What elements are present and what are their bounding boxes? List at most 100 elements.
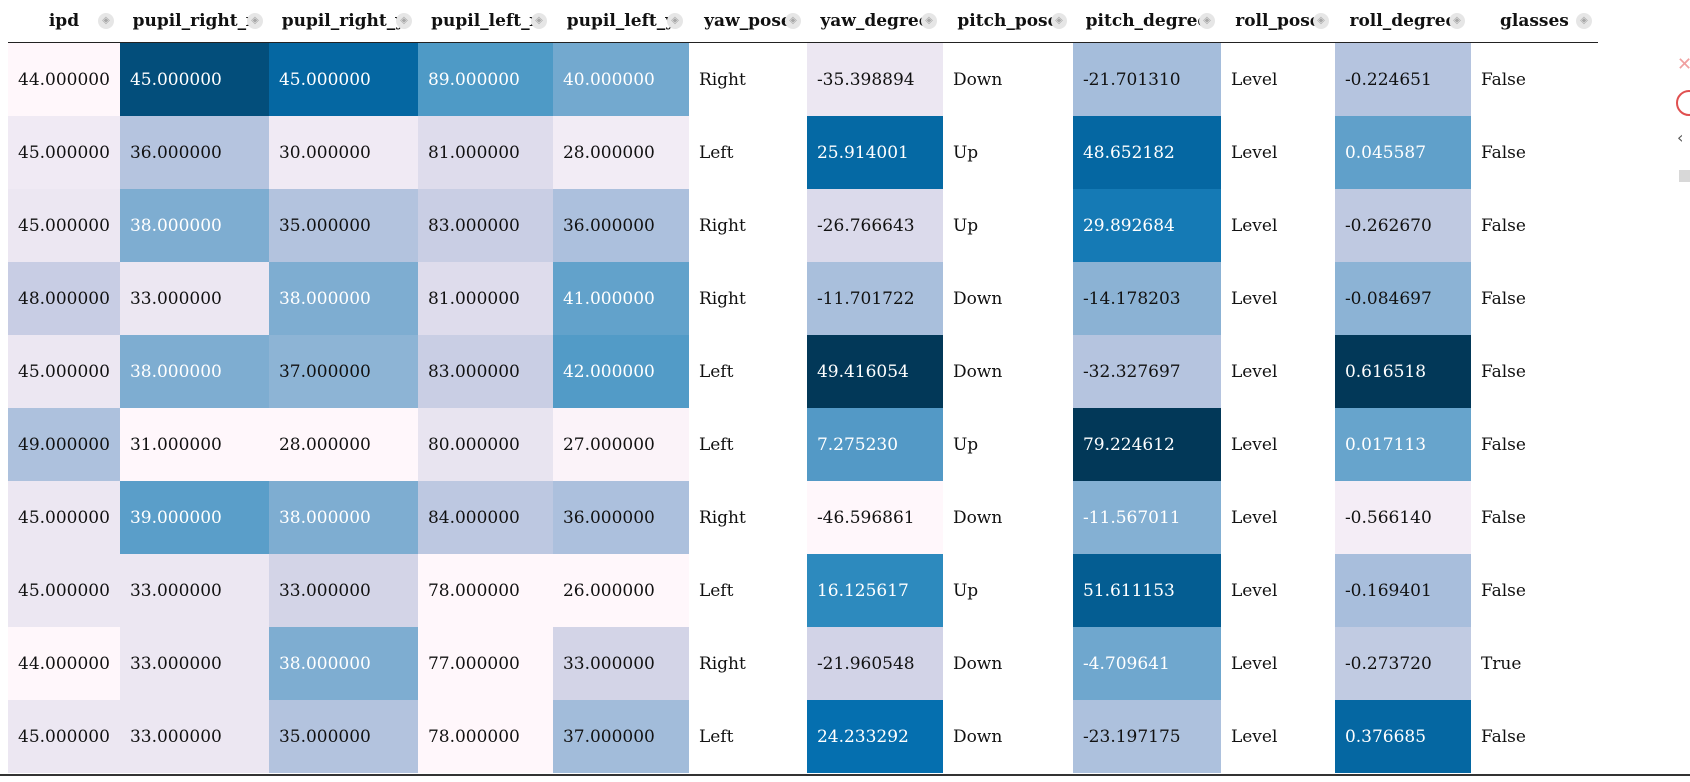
cell-pupil-right-x: 31.000000 [119, 408, 269, 481]
cell-yaw-degree: 16.125617 [806, 554, 943, 627]
sort-icon[interactable]: ◈ [1312, 13, 1329, 29]
handle-icon[interactable] [1679, 170, 1690, 182]
cell-pupil-left-y: 36.000000 [552, 481, 689, 554]
cell-pitch-pose: Up [942, 116, 1073, 189]
sort-icon[interactable]: ◈ [920, 13, 937, 29]
column-header-pitch-pose[interactable]: pitch_pose ◈ [942, 0, 1073, 43]
cell-pitch-degree: -14.178203 [1072, 262, 1221, 335]
cell-pupil-left-x: 80.000000 [417, 408, 553, 481]
table-body: 44.000000 45.000000 45.000000 89.000000 40.0… [8, 42, 1598, 773]
cell-pupil-left-y: 42.000000 [552, 335, 689, 408]
cell-yaw-pose: Right [688, 481, 807, 554]
close-icon[interactable]: ✕ [1677, 54, 1690, 75]
cell-glasses: False [1470, 189, 1598, 262]
cell-pupil-left-x: 78.000000 [417, 554, 553, 627]
sort-icon[interactable]: ◈ [97, 13, 114, 29]
header-row: ipd ◈ pupil_right_x ◈ pupil_right_y ◈ pupil_le… [8, 0, 1598, 43]
cell-pupil-left-x: 89.000000 [417, 42, 553, 116]
cell-pitch-pose: Up [942, 408, 1073, 481]
sort-icon[interactable]: ◈ [246, 13, 263, 29]
cell-pupil-left-x: 77.000000 [417, 627, 553, 700]
cell-yaw-degree: 25.914001 [806, 116, 943, 189]
cell-pupil-right-x: 33.000000 [119, 700, 269, 773]
cell-roll-degree: -0.566140 [1334, 481, 1471, 554]
cell-yaw-pose: Left [688, 700, 807, 773]
cell-pupil-left-y: 41.000000 [552, 262, 689, 335]
table-row: 45.000000 36.000000 30.000000 81.000000 28.0… [8, 116, 1598, 189]
column-header-label: pupil_left_x [431, 11, 540, 31]
sort-icon[interactable]: ◈ [1575, 13, 1592, 29]
cell-pupil-left-x: 83.000000 [417, 335, 553, 408]
cell-ipd: 49.000000 [8, 408, 120, 481]
cell-pupil-right-x: 33.000000 [119, 627, 269, 700]
sort-icon[interactable]: ◈ [1448, 13, 1465, 29]
sort-icon[interactable]: ◈ [395, 13, 412, 29]
cell-ipd: 48.000000 [8, 262, 120, 335]
cell-pupil-right-y: 45.000000 [268, 42, 418, 116]
cell-pupil-right-x: 36.000000 [119, 116, 269, 189]
cell-pupil-right-y: 30.000000 [268, 116, 418, 189]
cell-roll-degree: -0.084697 [1334, 262, 1471, 335]
sort-icon[interactable]: ◈ [530, 13, 547, 29]
cell-ipd: 45.000000 [8, 189, 120, 262]
side-toolbar: ✕ ‹ [1676, 40, 1690, 200]
cell-roll-pose: Level [1220, 42, 1335, 116]
column-header-pitch-degree[interactable]: pitch_degree ◈ [1072, 0, 1221, 43]
cell-ipd: 45.000000 [8, 554, 120, 627]
cell-pitch-degree: 79.224612 [1072, 408, 1221, 481]
column-header-label: glasses [1499, 11, 1569, 31]
table-row: 45.000000 38.000000 35.000000 83.000000 36.0… [8, 189, 1598, 262]
cell-roll-pose: Level [1220, 481, 1335, 554]
sort-icon[interactable]: ◈ [784, 13, 801, 29]
chevron-left-icon[interactable]: ‹ [1677, 128, 1684, 147]
cell-glasses: False [1470, 335, 1598, 408]
column-header-pupil-left-y[interactable]: pupil_left_y ◈ [552, 0, 689, 43]
cell-pupil-right-x: 33.000000 [119, 262, 269, 335]
sort-icon[interactable]: ◈ [666, 13, 683, 29]
cell-yaw-degree: -46.596861 [806, 481, 943, 554]
column-header-pupil-right-y[interactable]: pupil_right_y ◈ [268, 0, 418, 43]
cell-yaw-pose: Left [688, 335, 807, 408]
cell-roll-degree: 0.616518 [1334, 335, 1471, 408]
column-header-roll-degree[interactable]: roll_degree ◈ [1334, 0, 1471, 43]
column-header-label: ipd [48, 11, 80, 31]
cell-pupil-right-y: 35.000000 [268, 189, 418, 262]
column-header-label: roll_pose [1235, 11, 1321, 31]
cell-pitch-pose: Up [942, 554, 1073, 627]
cell-glasses: False [1470, 700, 1598, 773]
cell-ipd: 45.000000 [8, 481, 120, 554]
cell-pupil-right-x: 33.000000 [119, 554, 269, 627]
cell-pupil-left-x: 81.000000 [417, 116, 553, 189]
record-icon[interactable] [1676, 90, 1690, 116]
cell-yaw-degree: 7.275230 [806, 408, 943, 481]
cell-pupil-right-x: 39.000000 [119, 481, 269, 554]
column-header-ipd[interactable]: ipd ◈ [8, 0, 120, 43]
cell-pitch-degree: 29.892684 [1072, 189, 1221, 262]
cell-ipd: 45.000000 [8, 700, 120, 773]
column-header-glasses[interactable]: glasses ◈ [1470, 0, 1598, 43]
column-header-roll-pose[interactable]: roll_pose ◈ [1220, 0, 1335, 43]
cell-ipd: 44.000000 [8, 627, 120, 700]
sort-icon[interactable]: ◈ [1050, 13, 1067, 29]
column-header-pupil-right-x[interactable]: pupil_right_x ◈ [119, 0, 269, 43]
cell-glasses: False [1470, 116, 1598, 189]
column-header-yaw-degree[interactable]: yaw_degree ◈ [806, 0, 943, 43]
cell-pitch-pose: Down [942, 42, 1073, 116]
column-header-label: yaw_pose [704, 11, 792, 31]
cell-roll-pose: Level [1220, 335, 1335, 408]
cell-ipd: 44.000000 [8, 42, 120, 116]
cell-ipd: 45.000000 [8, 335, 120, 408]
cell-pitch-pose: Down [942, 262, 1073, 335]
column-header-pupil-left-x[interactable]: pupil_left_x ◈ [417, 0, 553, 43]
column-header-yaw-pose[interactable]: yaw_pose ◈ [688, 0, 807, 43]
sort-icon[interactable]: ◈ [1198, 13, 1215, 29]
cell-pitch-degree: -4.709641 [1072, 627, 1221, 700]
table-row: 44.000000 45.000000 45.000000 89.000000 40.0… [8, 42, 1598, 116]
cell-pitch-pose: Down [942, 481, 1073, 554]
cell-pupil-left-x: 83.000000 [417, 189, 553, 262]
cell-ipd: 45.000000 [8, 116, 120, 189]
cell-glasses: False [1470, 408, 1598, 481]
cell-pupil-left-y: 37.000000 [552, 700, 689, 773]
cell-yaw-degree: -35.398894 [806, 42, 943, 116]
cell-pupil-right-y: 37.000000 [268, 335, 418, 408]
